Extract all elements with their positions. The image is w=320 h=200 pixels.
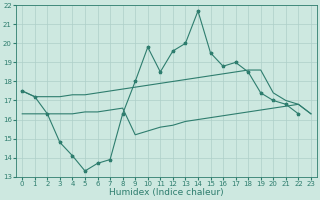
X-axis label: Humidex (Indice chaleur): Humidex (Indice chaleur) bbox=[109, 188, 224, 197]
